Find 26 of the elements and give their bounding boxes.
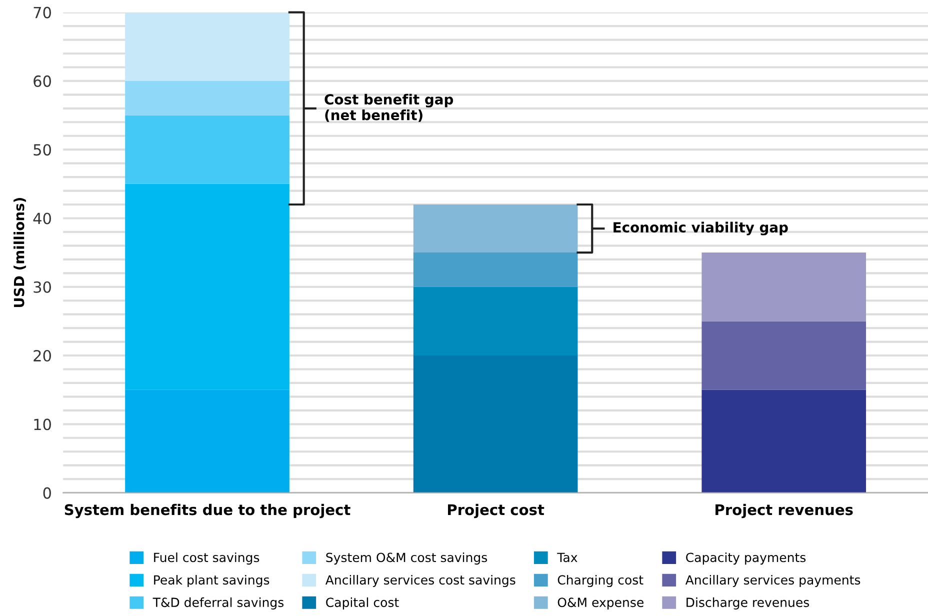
y-tick-label: 30 — [34, 281, 51, 293]
y-tick-label: 0 — [43, 487, 51, 499]
legend-label: Peak plant savings — [154, 574, 270, 588]
legend-label: Capacity payments — [686, 552, 806, 565]
y-axis-title: USD (millions) — [14, 198, 26, 308]
y-tick-label: 40 — [33, 212, 51, 224]
legend-label: System O&M cost savings — [326, 552, 488, 565]
legend-label: Ancillary services cost savings — [325, 574, 516, 588]
legend-label: Discharge revenues — [686, 597, 810, 610]
legend-label: O&M expense — [558, 598, 644, 610]
y-tick-label: 50 — [34, 144, 51, 156]
legend-label: Tax — [557, 552, 578, 562]
legend-label: Charging cost — [558, 574, 644, 588]
y-tick-label: 70 — [34, 6, 51, 18]
legend-label: T&D deferral savings — [152, 597, 284, 610]
annotation: Cost benefit gap (net benefit) — [324, 94, 454, 122]
y-tick-label: 20 — [34, 350, 51, 362]
legend-label: Ancillary services payments — [685, 574, 860, 588]
legend-label: Capital cost — [326, 597, 399, 610]
x-tick-label: Project cost — [448, 504, 544, 518]
y-tick-label: 60 — [34, 75, 51, 87]
x-tick-label: Project revenues — [716, 504, 853, 518]
annotation: Economic viability gap — [614, 222, 788, 236]
x-tick-label: System benefits due to the project — [64, 504, 350, 518]
legend-label: Fuel cost savings — [154, 552, 260, 565]
y-tick-label: 10 — [34, 418, 51, 430]
